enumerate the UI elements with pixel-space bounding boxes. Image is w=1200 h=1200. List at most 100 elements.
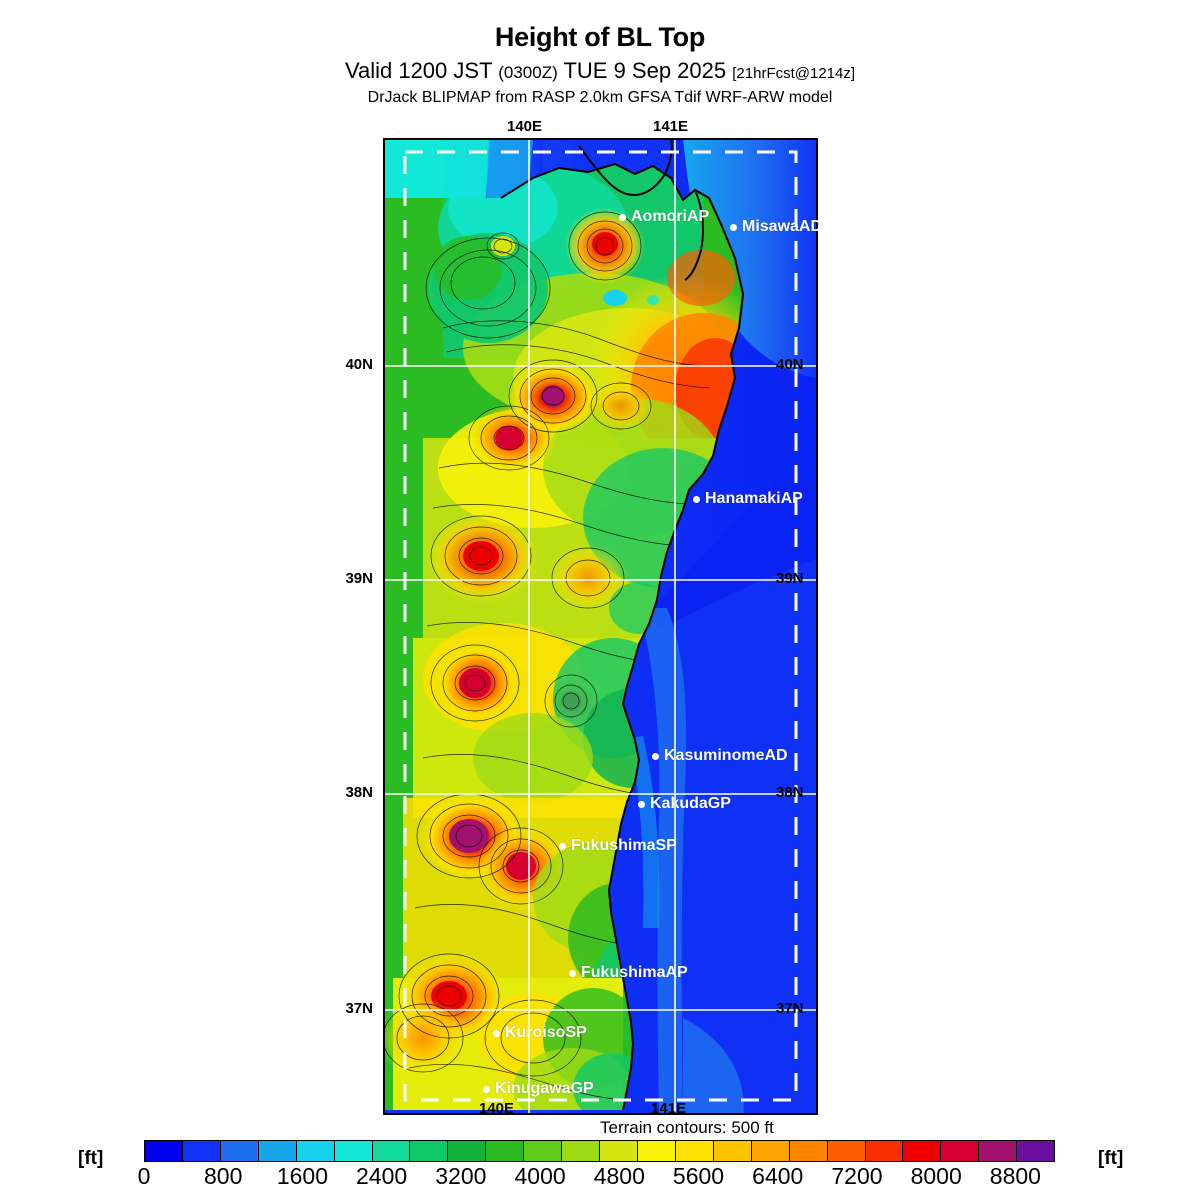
station-dot-icon xyxy=(569,969,576,977)
colorbar-tick: 6400 xyxy=(752,1163,804,1189)
station-label: AomoriAP xyxy=(631,208,710,225)
unit-label-right: [ft] xyxy=(1098,1148,1124,1169)
sea-lobe-southeast xyxy=(683,1018,744,1115)
colorbar-segment xyxy=(145,1141,183,1161)
station-marker[interactable]: KakudaGP xyxy=(638,795,731,813)
colorbar-tick: 2400 xyxy=(356,1163,408,1189)
terrain-contours xyxy=(383,211,714,1101)
page-title: Height of BL Top xyxy=(494,22,706,52)
forecast-tag: [21hrFcst@1214z] xyxy=(732,65,856,82)
colorbar-segment xyxy=(941,1141,980,1161)
forecast-map[interactable] xyxy=(383,138,818,1115)
model-description: DrJack BLIPMAP from RASP 2.0km GFSA Tdif… xyxy=(367,89,833,106)
station-marker[interactable]: KasuminomeAD xyxy=(652,747,788,765)
unit-label-left: [ft] xyxy=(78,1148,104,1169)
sea-northeast xyxy=(683,138,818,378)
station-marker[interactable]: KuroisoSP xyxy=(493,1024,587,1042)
colorbar-tick: 8800 xyxy=(989,1163,1041,1189)
station-marker[interactable]: KinugawaGP xyxy=(483,1080,594,1098)
lat-tick-left-40n: 40N xyxy=(345,356,373,373)
colorbar-tick: 4000 xyxy=(514,1163,566,1189)
station-marker[interactable]: FukushimaAP xyxy=(569,964,688,982)
lat-tick-right-39n: 39N xyxy=(776,570,804,587)
colorbar-segment xyxy=(486,1141,525,1161)
station-dot-icon xyxy=(652,752,659,760)
colorbar-segment xyxy=(903,1141,942,1161)
station-label: KakudaGP xyxy=(650,795,731,812)
colorbar-segment xyxy=(258,1141,297,1161)
lat-tick-left-39n: 39N xyxy=(345,570,373,587)
coastline xyxy=(500,162,745,1111)
colorbar-segment xyxy=(865,1141,904,1161)
station-label: MisawaAD xyxy=(742,218,823,235)
station-dot-icon xyxy=(559,842,566,850)
lat-tick-left-37n: 37N xyxy=(345,1000,373,1017)
valid-time-line: Valid 1200 JST (0300Z) TUE 9 Sep 2025 [2… xyxy=(0,58,1200,84)
station-dot-icon xyxy=(493,1029,500,1037)
mutsu-bay-coast xyxy=(578,138,673,196)
lat-tick-left-38n: 38N xyxy=(345,784,373,801)
station-label: KuroisoSP xyxy=(505,1024,587,1041)
domain-boundary xyxy=(403,150,798,1102)
title-block: Height of BL Top Valid 1200 JST (0300Z) … xyxy=(0,0,1200,107)
colorbar-segment xyxy=(600,1141,638,1161)
station-dot-icon xyxy=(483,1085,490,1093)
colorbar[interactable] xyxy=(144,1140,1055,1162)
lon-tick-bottom-140e: 140E xyxy=(479,1100,515,1117)
valid-time-utc: (0300Z) xyxy=(498,63,558,82)
station-marker[interactable]: MisawaAD xyxy=(730,218,822,236)
lon-tick-top-141e: 141E xyxy=(653,118,689,135)
station-marker[interactable]: FukushimaSP xyxy=(559,837,677,855)
colorbar-segment xyxy=(334,1141,373,1161)
colorbar-tick: 7200 xyxy=(831,1163,883,1189)
colorbar-segment xyxy=(448,1141,487,1161)
colorbar-segment xyxy=(562,1141,601,1161)
colorbar-segment xyxy=(182,1141,221,1161)
lat-tick-right-37n: 37N xyxy=(776,1000,804,1017)
colorbar-tick-labels: 0 800 1600 2400 3200 4000 4800 5600 6400 7200 8000… xyxy=(138,1163,1055,1195)
colorbar-tick: 3200 xyxy=(435,1163,487,1189)
station-marker[interactable]: AomoriAP xyxy=(619,208,709,226)
colorbar-segment xyxy=(827,1141,866,1161)
colorbar-tick: 4800 xyxy=(593,1163,645,1189)
colorbar-tick: 5600 xyxy=(672,1163,725,1189)
station-label: KinugawaGP xyxy=(495,1080,594,1097)
lon-tick-top-140e: 140E xyxy=(507,118,543,135)
colorbar-segment xyxy=(751,1141,790,1161)
colorbar-segment xyxy=(979,1141,1018,1161)
station-label: HanamakiAP xyxy=(705,490,803,507)
station-dot-icon xyxy=(638,800,645,808)
station-label: FukushimaAP xyxy=(581,964,688,981)
map-canvas xyxy=(383,138,818,1115)
valid-time-suffix: TUE 9 Sep 2025 xyxy=(557,58,733,83)
station-dot-icon xyxy=(619,213,626,221)
colorbar-segment xyxy=(675,1141,714,1161)
station-dot-icon xyxy=(693,495,700,503)
colorbar-segment xyxy=(713,1141,752,1161)
coastal-shallow xyxy=(629,736,660,928)
station-marker[interactable]: HanamakiAP xyxy=(693,490,803,508)
station-dot-icon xyxy=(730,223,737,231)
colorbar-segment xyxy=(1017,1141,1055,1161)
colorbar-segment xyxy=(220,1141,259,1161)
colorbar-tick: 8000 xyxy=(910,1163,962,1189)
pacific-shelf xyxy=(645,558,818,1115)
colorbar-segment xyxy=(296,1141,335,1161)
colorbar-segment xyxy=(789,1141,828,1161)
lat-tick-right-40n: 40N xyxy=(776,356,804,373)
colorbar-tick: 800 xyxy=(204,1163,243,1189)
station-label: FukushimaSP xyxy=(571,837,677,854)
colorbar-segment xyxy=(524,1141,563,1161)
colorbar-tick: 0 xyxy=(137,1163,151,1189)
shimokita-coast xyxy=(684,189,704,281)
colorbar-segment xyxy=(637,1141,676,1161)
valid-time-prefix: Valid 1200 JST xyxy=(344,58,499,83)
lon-tick-bottom-141e: 141E xyxy=(651,1100,687,1117)
graticule xyxy=(383,138,818,1115)
colorbar-tick: 1600 xyxy=(276,1163,329,1189)
colorbar-segment xyxy=(372,1141,411,1161)
station-label: KasuminomeAD xyxy=(664,747,788,764)
lat-tick-right-38n: 38N xyxy=(776,784,804,801)
terrain-contour-note: Terrain contours: 500 ft xyxy=(600,1118,774,1137)
colorbar-segment xyxy=(410,1141,449,1161)
